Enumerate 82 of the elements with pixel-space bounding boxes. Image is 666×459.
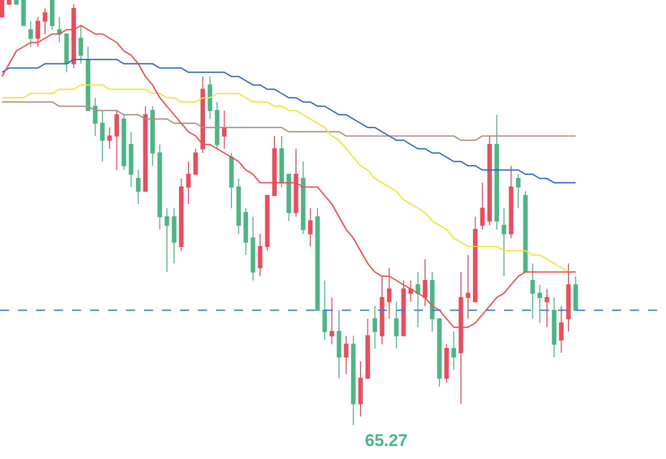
candlestick xyxy=(107,127,112,150)
candlestick xyxy=(386,267,392,320)
candlestick xyxy=(14,0,19,5)
candlestick xyxy=(508,165,514,238)
candlestick xyxy=(136,170,140,204)
candlestick xyxy=(164,208,170,272)
candlestick xyxy=(523,190,528,272)
candlestick xyxy=(71,4,76,68)
candlestick xyxy=(158,144,162,230)
candlestick xyxy=(36,16,40,48)
candlestick xyxy=(372,306,378,349)
candlestick xyxy=(122,114,126,170)
candlestick xyxy=(358,360,363,417)
candlestick xyxy=(57,16,62,43)
candlestick xyxy=(6,0,12,5)
candlestick xyxy=(42,8,48,34)
candlestick xyxy=(480,182,485,230)
candlestick xyxy=(401,280,406,336)
candlestick xyxy=(516,174,521,209)
candlestick xyxy=(114,110,119,170)
candlestick xyxy=(0,0,4,18)
candlestick xyxy=(250,216,256,281)
candlestick xyxy=(530,263,535,320)
candlestick xyxy=(128,131,134,188)
candlestick xyxy=(487,136,492,226)
candlestick xyxy=(365,318,370,379)
candlestick xyxy=(172,208,176,264)
candlestick xyxy=(294,148,298,218)
candlestick xyxy=(236,178,241,234)
candlestick xyxy=(286,174,292,222)
candlestick xyxy=(28,20,33,48)
candlestick xyxy=(380,276,384,345)
candlestick xyxy=(315,208,320,311)
candlestick xyxy=(502,208,506,277)
candlestick xyxy=(336,310,342,379)
candlestick xyxy=(408,280,413,302)
candlestick xyxy=(430,272,434,332)
candlestick xyxy=(416,272,420,328)
candlestick xyxy=(100,110,105,162)
candlestick xyxy=(86,46,90,111)
candlestick xyxy=(222,110,227,150)
candlestick xyxy=(244,208,248,256)
text: 65.27 xyxy=(365,431,408,450)
candlestick xyxy=(573,276,578,311)
candlestick xyxy=(21,0,26,26)
candlestick xyxy=(552,297,556,358)
candlestick xyxy=(494,114,500,230)
candlestick xyxy=(200,76,206,154)
candlestick xyxy=(394,301,399,349)
candlestick xyxy=(258,233,262,277)
candlestick xyxy=(466,254,470,320)
candlestick xyxy=(559,306,564,354)
candlestick xyxy=(150,106,155,166)
candlestick xyxy=(330,297,334,345)
candlestick xyxy=(452,331,456,370)
candlestick xyxy=(308,208,313,247)
candlestick xyxy=(78,25,84,64)
candlestick xyxy=(538,284,542,324)
candlestick xyxy=(444,344,449,383)
candlestick xyxy=(50,0,54,30)
candlestick xyxy=(279,136,284,188)
candlestick xyxy=(344,335,348,374)
candlestick xyxy=(186,161,191,204)
candlestick xyxy=(544,288,550,328)
candlestick xyxy=(214,102,220,150)
candlestick xyxy=(64,34,69,73)
candlestick xyxy=(265,195,270,252)
candlestick xyxy=(351,335,356,426)
candlestick xyxy=(193,148,198,175)
candlestick xyxy=(322,280,327,340)
candlestick xyxy=(437,318,442,388)
candlestick xyxy=(422,258,428,306)
candlestick xyxy=(229,152,234,209)
candlestick xyxy=(566,263,571,332)
candlestick xyxy=(272,136,277,196)
candlestick xyxy=(143,106,148,192)
candlestick xyxy=(458,272,464,404)
candlestick xyxy=(179,178,184,252)
candlestick xyxy=(300,161,306,234)
candlestick xyxy=(473,216,478,302)
candlestick xyxy=(92,97,98,136)
candlestick xyxy=(208,76,212,120)
